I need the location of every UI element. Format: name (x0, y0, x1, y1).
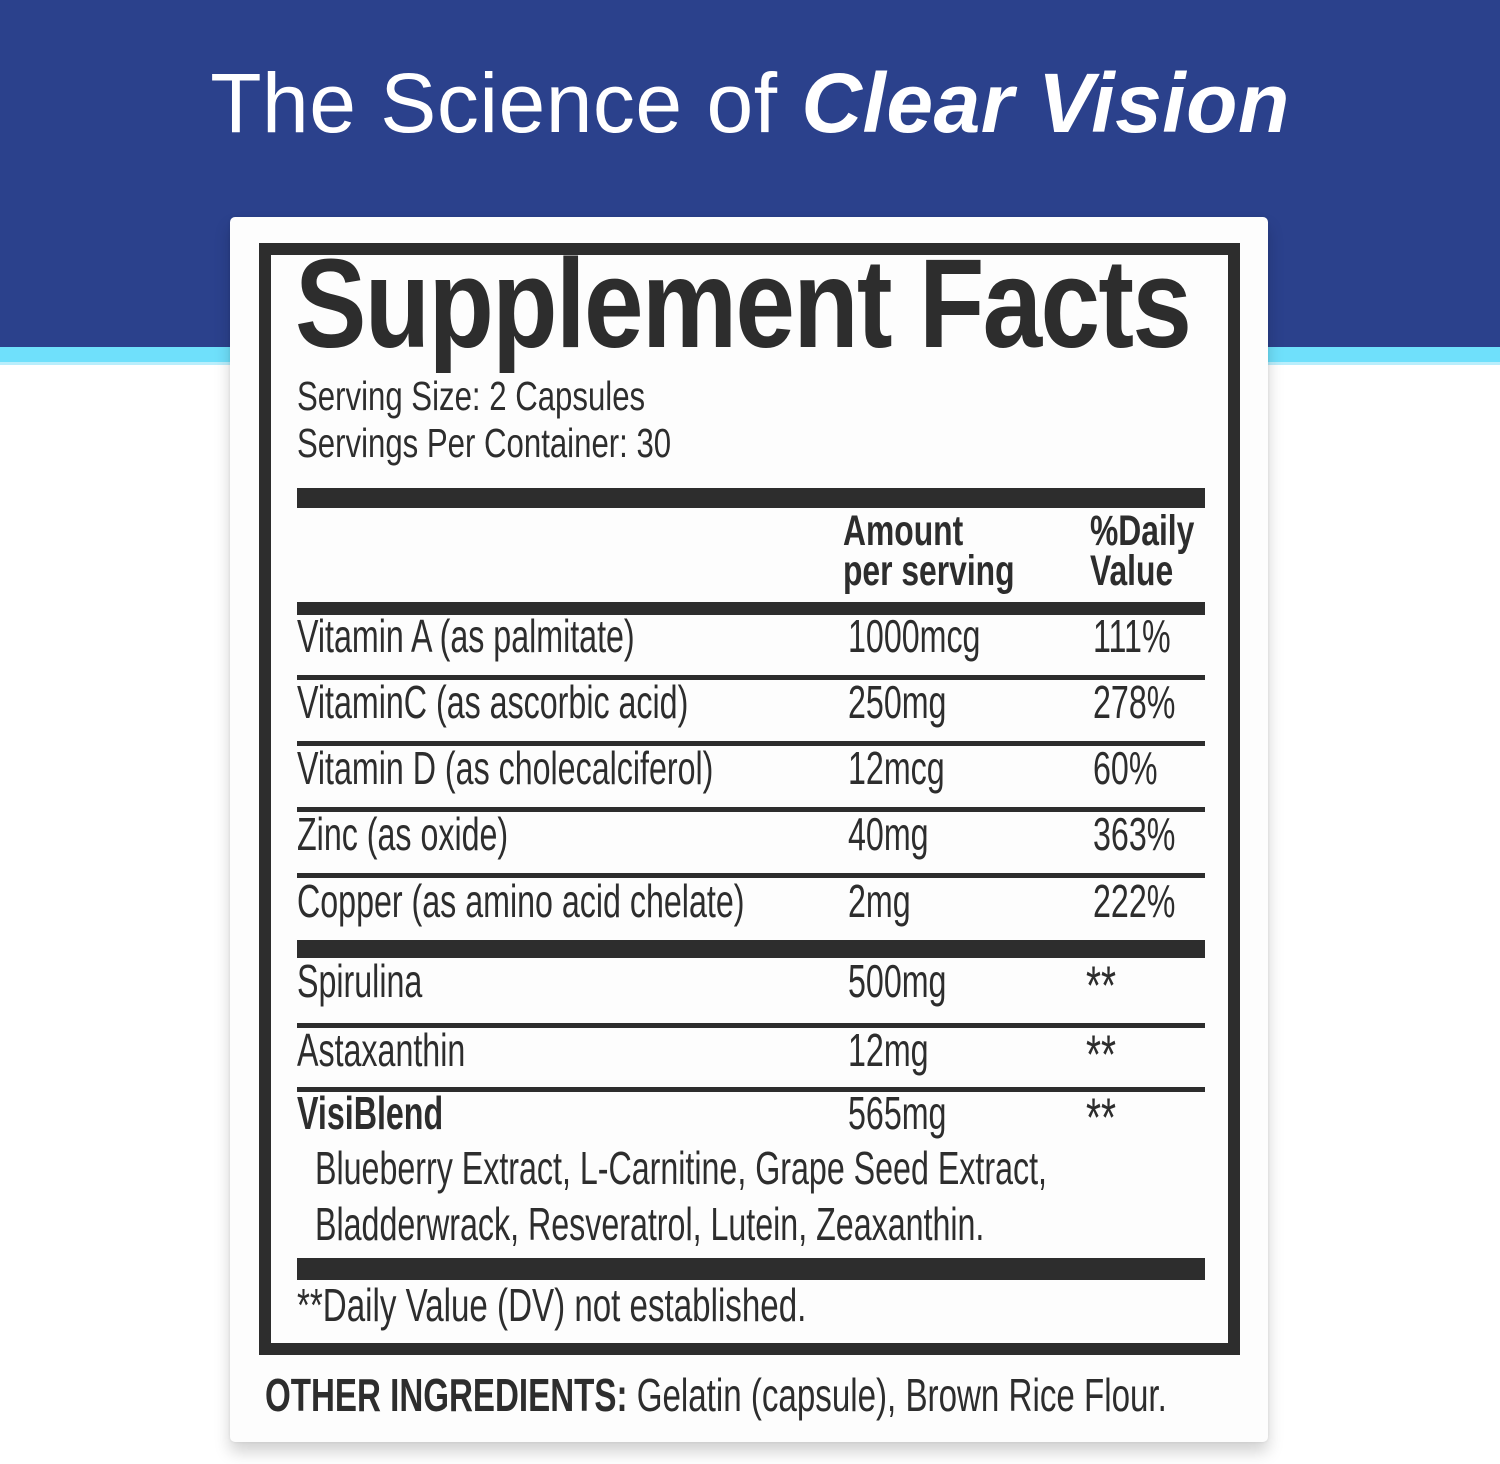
blend-ingredients: Blueberry Extract, L-Carnitine, Grape Se… (315, 1140, 1361, 1252)
servings-per-container-text: Servings Per Container: 30 (297, 420, 672, 466)
ingredient-daily-value: 222% (1093, 875, 1176, 927)
serving-size-text: Serving Size: 2 Capsules (297, 373, 646, 419)
divider-thin (297, 1023, 1205, 1028)
table-row-spirulina: Spirulina 500mg ** (297, 955, 1205, 1013)
ingredient-name: Astaxanthin (297, 1024, 466, 1076)
servings-per-container: Servings Per Container: 30 (297, 423, 789, 464)
divider-thin (297, 741, 1205, 746)
divider-thin (297, 807, 1205, 812)
ingredient-amount: 12mcg (848, 742, 945, 794)
table-row-vitamin-d: Vitamin D (as cholecalciferol) 12mcg 60% (297, 745, 1205, 795)
ingredient-name: VitaminC (as ascorbic acid) (297, 676, 689, 728)
divider-thin (297, 675, 1205, 680)
daily-value-footnote: **Daily Value (DV) not established. (297, 1279, 807, 1331)
dv-header-line1: %Daily (1090, 507, 1195, 555)
table-row-astaxanthin: Astaxanthin 12mg ** (297, 1024, 1205, 1082)
column-header-daily-value: %Daily Value (1090, 507, 1231, 595)
page-title-regular: The Science of (210, 56, 802, 150)
blend-ingredients-line1: Blueberry Extract, L-Carnitine, Grape Se… (315, 1142, 1047, 1194)
ingredient-daily-value: ** (1086, 1023, 1116, 1085)
other-ingredients: OTHER INGREDIENTS: Gelatin (capsule), Br… (265, 1368, 1500, 1422)
other-ingredients-label: OTHER INGREDIENTS: (265, 1369, 628, 1421)
page-title-emphasis: Clear Vision (801, 56, 1290, 150)
table-row-vitamin-c: VitaminC (as ascorbic acid) 250mg 278% (297, 679, 1205, 729)
page-title: The Science of Clear Vision (0, 61, 1500, 145)
amount-header-line2: per serving (843, 547, 1015, 595)
table-row-visiblend: VisiBlend 565mg ** (297, 1087, 1205, 1145)
ingredient-daily-value: 111% (1093, 610, 1171, 662)
table-row-zinc: Zinc (as oxide) 40mg 363% (297, 811, 1205, 861)
dv-header-line2: Value (1090, 547, 1174, 595)
ingredient-daily-value: ** (1086, 1086, 1116, 1148)
ingredient-amount: 565mg (848, 1087, 947, 1139)
ingredient-daily-value: ** (1086, 954, 1116, 1016)
ingredient-name: Vitamin D (as cholecalciferol) (297, 742, 714, 794)
amount-header-line1: Amount (843, 507, 964, 555)
ingredient-name: Zinc (as oxide) (297, 808, 509, 860)
ingredient-amount: 500mg (848, 955, 947, 1007)
ingredient-amount: 250mg (848, 676, 947, 728)
serving-size: Serving Size: 2 Capsules (297, 376, 755, 417)
ingredient-name: Spirulina (297, 955, 423, 1007)
blend-ingredients-line2: Bladderwrack, Resveratrol, Lutein, Zeaxa… (315, 1198, 985, 1250)
column-header-amount: Amount per serving (843, 507, 1075, 595)
ingredient-daily-value: 363% (1093, 808, 1176, 860)
divider-thick (297, 1258, 1205, 1280)
divider-thick (297, 940, 1205, 958)
divider-thin (297, 1087, 1205, 1092)
supplement-facts-panel: Supplement Facts Serving Size: 2 Capsule… (259, 233, 1240, 1355)
ingredient-daily-value: 60% (1093, 742, 1158, 794)
divider-thin (297, 873, 1205, 878)
table-row-vitamin-a: Vitamin A (as palmitate) 1000mcg 111% (297, 613, 1205, 663)
ingredient-amount: 12mg (848, 1024, 929, 1076)
ingredient-daily-value: 278% (1093, 676, 1176, 728)
divider-thick (297, 602, 1205, 615)
table-row-copper: Copper (as amino acid chelate) 2mg 222% (297, 878, 1205, 928)
ingredient-name: Copper (as amino acid chelate) (297, 875, 745, 927)
divider-thick (297, 488, 1205, 508)
panel-title: Supplement Facts (295, 233, 1192, 374)
ingredient-amount: 1000mcg (848, 610, 981, 662)
ingredient-amount: 2mg (848, 875, 911, 927)
column-headers: Amount per serving %Daily Value (297, 510, 1205, 600)
supplement-card: Supplement Facts Serving Size: 2 Capsule… (230, 217, 1268, 1442)
ingredient-name: Vitamin A (as palmitate) (297, 610, 635, 662)
ingredient-name: VisiBlend (297, 1087, 444, 1139)
ingredient-amount: 40mg (848, 808, 929, 860)
other-ingredients-text: Gelatin (capsule), Brown Rice Flour. (627, 1369, 1167, 1421)
